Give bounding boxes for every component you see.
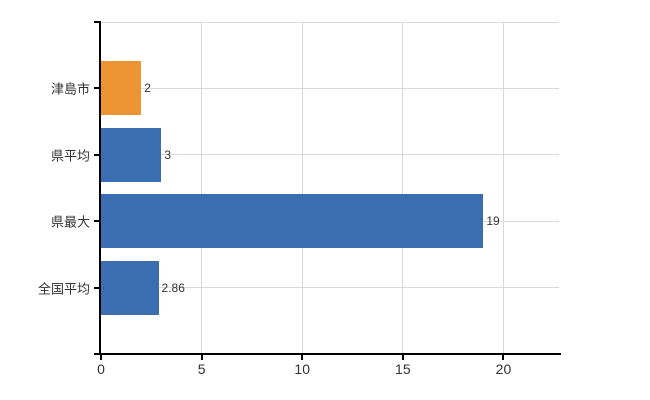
x-tick-label: 10 [294,361,311,377]
bar[interactable] [101,127,162,182]
category-label: 県平均 [50,148,90,164]
gridline-horizontal [101,287,559,289]
x-tick-label: 20 [495,361,512,377]
value-label: 2 [144,81,151,96]
value-label: 3 [164,147,172,162]
bar[interactable] [101,194,484,249]
y-axis-tick [94,21,101,23]
y-axis-tick [94,353,101,355]
x-tick-label: 15 [395,361,411,377]
gridline-horizontal [101,87,559,89]
plot-area: 2 3 19 2.86 [101,22,559,354]
x-axis-tick [401,355,404,360]
x-tick-label: 0 [97,361,105,377]
x-axis-tick [301,355,304,360]
gridline-vertical [502,22,504,354]
bar[interactable] [101,61,142,116]
y-axis-tick [94,87,101,90]
value-label: 19 [486,214,500,229]
y-axis-tick [94,286,101,289]
y-axis-tick [94,220,101,223]
x-axis-tick [200,355,203,360]
y-axis-line [99,22,101,355]
x-axis-tick [100,355,102,360]
gridline-horizontal [101,154,559,156]
x-axis-line [101,353,561,355]
gridline-vertical [402,22,404,354]
gridline-horizontal [101,22,559,23]
category-label: 津島市 [50,81,90,97]
gridline-vertical [201,22,203,354]
value-label: 2.86 [161,280,185,295]
x-axis-tick [502,355,505,360]
y-axis-tick [94,153,101,156]
x-tick-label: 5 [197,361,206,377]
gridline-vertical [301,22,303,354]
category-label: 県最大 [50,214,90,230]
category-label: 全国平均 [37,281,90,297]
bar[interactable] [101,260,159,315]
